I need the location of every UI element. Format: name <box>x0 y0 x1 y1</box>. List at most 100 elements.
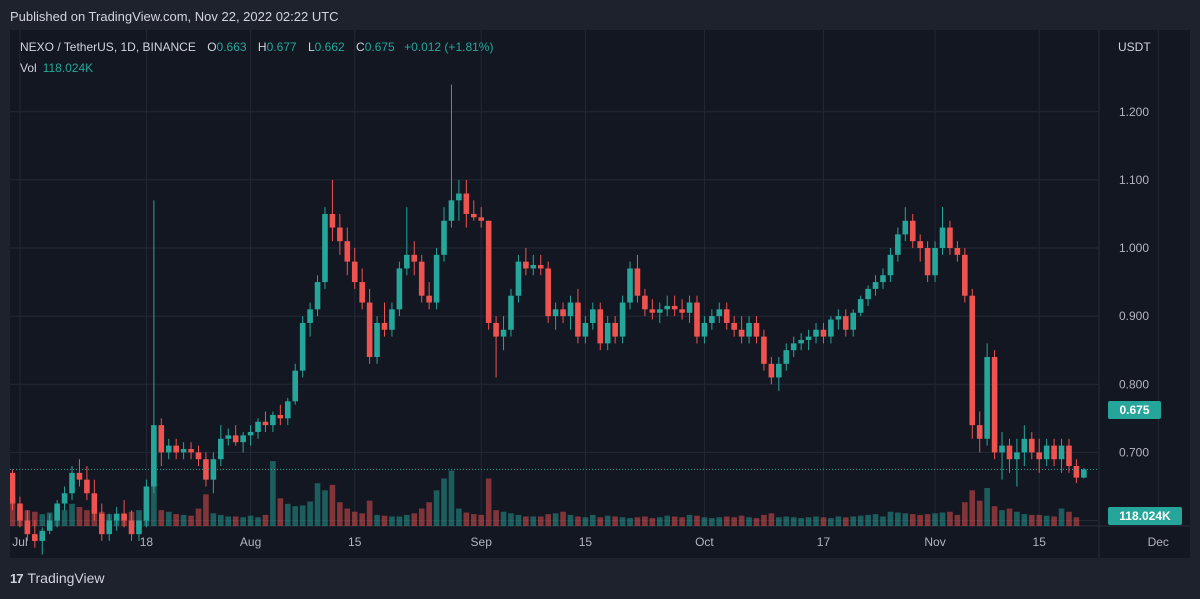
volume-bar <box>1021 514 1028 526</box>
volume-bar <box>790 517 797 526</box>
volume-bar <box>396 516 403 526</box>
candle-body <box>776 363 782 378</box>
candle-body <box>270 414 276 426</box>
volume-bar <box>441 478 447 526</box>
volume-bar <box>664 515 671 526</box>
candle-body <box>76 472 83 480</box>
candle-body <box>671 305 678 310</box>
candle-body <box>113 513 120 521</box>
volume-bar <box>575 516 581 526</box>
volume-bar <box>225 516 232 526</box>
volume-bar <box>76 507 83 526</box>
candle-body <box>798 339 804 344</box>
footer-brand[interactable]: 17 TradingView <box>10 570 105 586</box>
volume-bar <box>1028 514 1035 526</box>
candle-body <box>218 438 224 460</box>
close-label: C <box>356 40 365 54</box>
candle-body <box>932 248 938 276</box>
volume-bar <box>634 517 641 526</box>
volume-bar <box>991 506 998 526</box>
candle-body <box>485 220 492 323</box>
candle-body <box>54 503 60 521</box>
candle-body <box>366 302 373 358</box>
volume-bar <box>776 517 782 526</box>
candle-body <box>351 261 358 283</box>
volume-legend: Vol 118.024K <box>20 61 93 75</box>
candle-body <box>805 336 812 340</box>
candle-body <box>1081 469 1087 478</box>
candle-body <box>98 513 105 535</box>
volume-bar <box>642 516 648 526</box>
candle-body <box>1058 445 1065 460</box>
candle-body <box>1014 452 1020 460</box>
candle-body <box>969 295 976 426</box>
volume-bar <box>381 515 388 526</box>
volume-bar <box>433 490 440 526</box>
volume-bar <box>761 514 767 526</box>
candle-body <box>872 282 879 289</box>
volume-bar <box>307 501 313 526</box>
volume-bar <box>671 516 678 526</box>
volume-bar <box>69 503 75 526</box>
candle-body <box>84 479 90 494</box>
volume-bar <box>842 517 849 526</box>
volume-bar <box>828 518 834 526</box>
volume-bar <box>284 503 291 526</box>
candle-body <box>567 302 574 317</box>
candle-body <box>694 302 700 337</box>
volume-bar <box>604 515 611 526</box>
volume-bar <box>10 498 16 526</box>
volume-bar <box>753 518 760 526</box>
candle-body <box>188 448 194 453</box>
volume-bar <box>537 516 544 526</box>
candle-body <box>924 248 931 276</box>
candle-body <box>136 520 142 535</box>
candle-body <box>17 503 23 521</box>
candle-body <box>857 299 864 313</box>
symbol-label[interactable]: NEXO / TetherUS, 1D, BINANCE <box>20 40 196 54</box>
candle-body <box>842 316 849 330</box>
volume-bar <box>463 512 470 526</box>
volume-bar <box>508 513 514 526</box>
candle-body <box>709 316 715 323</box>
volume-bar <box>240 517 246 526</box>
volume-bar <box>329 484 336 526</box>
low-value: 0.662 <box>314 40 345 54</box>
volume-bar <box>805 517 812 526</box>
volume-bar <box>880 516 886 526</box>
volume-bar <box>746 517 752 526</box>
volume-bar <box>895 512 901 526</box>
candle-body <box>865 288 871 300</box>
candle-body <box>731 322 737 330</box>
volume-bar <box>835 516 842 526</box>
volume-bar <box>597 517 604 526</box>
volume-bar <box>656 517 663 526</box>
volume-bar <box>820 517 827 526</box>
x-tick-label: Oct <box>695 535 714 549</box>
volume-bar <box>32 511 38 526</box>
candle-body <box>537 265 544 269</box>
vol-label: Vol <box>20 61 37 75</box>
volume-bar <box>344 508 351 526</box>
x-tick-label: 18 <box>140 535 154 549</box>
candle-body <box>69 472 75 494</box>
volume-bar <box>292 506 299 526</box>
volume-bar <box>136 510 142 526</box>
volume-bar <box>984 488 990 526</box>
volume-bar <box>180 514 187 526</box>
volume-bar <box>426 502 432 526</box>
candle-body <box>850 312 857 330</box>
candle-body <box>508 295 514 330</box>
candle-body <box>790 343 797 351</box>
candle-body <box>10 472 16 504</box>
volume-bar <box>210 513 217 526</box>
candle-body <box>947 227 953 249</box>
candle-body <box>649 309 656 313</box>
candle-body <box>433 254 440 303</box>
candle-body <box>642 295 648 310</box>
currency-label[interactable]: USDT <box>1118 40 1151 54</box>
candle-body <box>284 401 291 419</box>
